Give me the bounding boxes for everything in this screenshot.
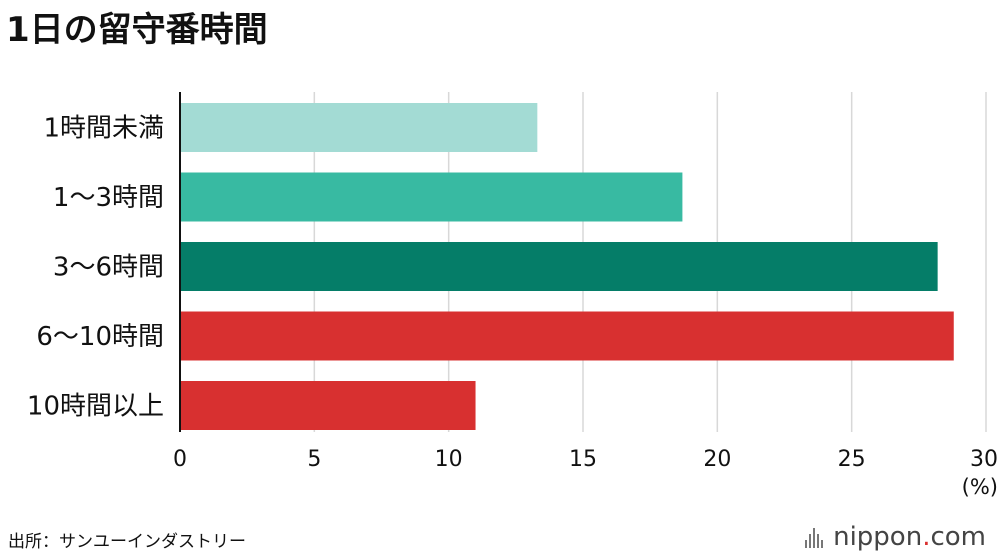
- category-label-4: 10時間以上: [27, 392, 164, 422]
- x-tick-label-0: 0: [173, 447, 187, 472]
- source-note: 出所：サンユーインダストリー: [8, 532, 246, 552]
- bar-3: [180, 311, 954, 361]
- x-tick-label-3: 15: [569, 447, 597, 472]
- category-label-1: 1〜3時間: [53, 183, 164, 213]
- unit-label: (%): [962, 475, 998, 499]
- brand-dot: .: [922, 522, 931, 552]
- x-tick-label-4: 20: [703, 447, 731, 472]
- bar-0: [180, 103, 538, 152]
- brand-wordmark: nippon.com: [833, 522, 986, 552]
- brand-suffix: com: [930, 522, 986, 552]
- category-label-2: 3〜6時間: [53, 253, 164, 283]
- brand-logo: nippon.com: [805, 522, 986, 552]
- category-label-0: 1時間未満: [43, 114, 164, 144]
- x-tick-label-1: 5: [307, 447, 321, 472]
- bar-2: [180, 242, 938, 291]
- x-tick-label-2: 10: [435, 447, 463, 472]
- brand-name: nippon: [833, 522, 923, 552]
- chart-title: 1日の留守番時間: [6, 10, 268, 50]
- barcode-mark-icon: [805, 526, 824, 548]
- x-tick-label-5: 25: [838, 447, 866, 472]
- bar-1: [180, 172, 683, 222]
- bar-4: [180, 381, 476, 430]
- x-tick-label-6: 30: [970, 447, 998, 472]
- category-label-3: 6〜10時間: [36, 322, 164, 352]
